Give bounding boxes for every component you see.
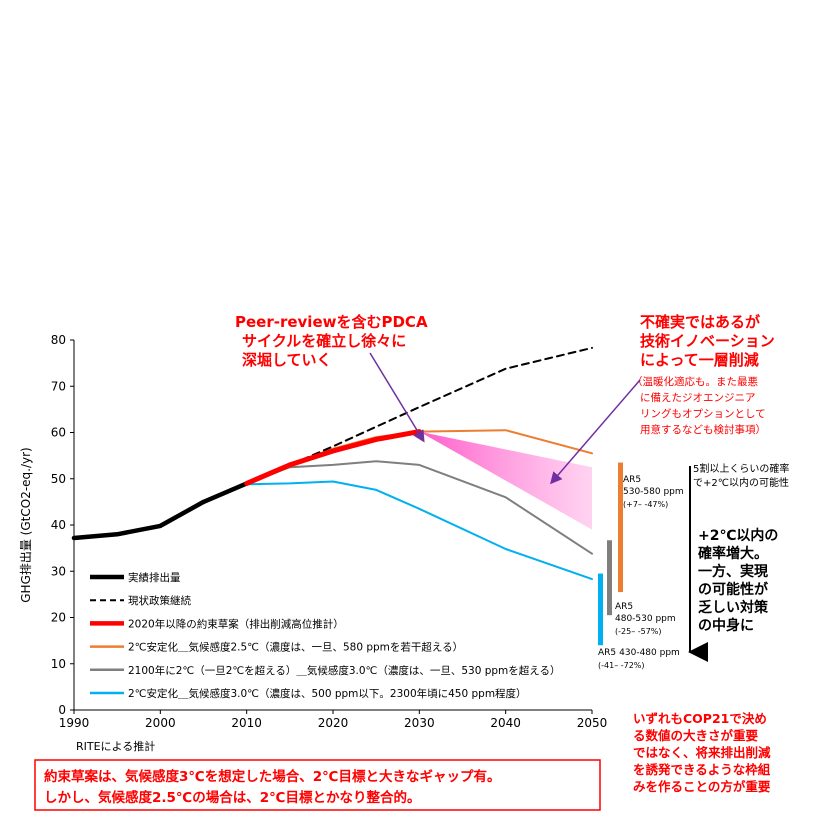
legend-label-0: 実績排出量	[128, 571, 181, 584]
x-tick-label: 2030	[404, 716, 435, 730]
cop21-line-1: いずれもCOP21で決め	[633, 711, 767, 726]
prob-increase-3: 一方、実現	[698, 563, 768, 580]
legend-label-3: 2℃安定化＿気候感度2.5℃（濃度は、一旦、580 ppmを若干超える）	[128, 641, 463, 654]
innovation-line-1: 不確実ではあるが	[640, 313, 761, 331]
ar5-pct: (-25– -57%)	[615, 627, 662, 636]
series-line-0	[71, 481, 249, 541]
innovation-line-3: によって一層削減	[640, 351, 759, 369]
y-tick-label: 10	[51, 657, 66, 671]
range-band-layer	[419, 431, 592, 530]
pdca-annotation: Peer-reviewを含むPDCA サイクルを確立し徐々に 深堀していく	[235, 313, 428, 443]
prob-increase-6: の中身に	[698, 617, 754, 634]
y-tick-label: 20	[51, 611, 66, 625]
innovation-arrow	[550, 379, 641, 485]
x-tick-label: 2040	[490, 716, 521, 730]
ar5-range: 530-580 ppm	[623, 487, 684, 497]
cop21-line-2: る数値の大きさが重要	[633, 728, 759, 743]
innovation-note-4: 用意するなども検討事項）	[640, 423, 766, 436]
cop21-line-4: を誘発できるような枠組	[633, 762, 771, 777]
source-label: RITEによる推計	[76, 739, 155, 753]
prob-note-1: 5割以上くらいの確率	[693, 462, 789, 475]
legend-label-5: 2℃安定化＿気候感度3.0℃（濃度は、500 ppm以下。2300年頃に450 …	[128, 687, 527, 700]
innovation-note-2: に備えたジオエンジニア	[640, 391, 756, 404]
y-tick-label: 80	[51, 333, 66, 347]
innovation-note-3: リングもオプションとして	[640, 407, 766, 420]
legend-label-1: 現状政策継続	[128, 594, 191, 607]
ar5-bar-0	[618, 462, 623, 593]
legend-label-4: 2100年に2℃（一旦2℃を超える）＿気候感度3.0℃（濃度は、一旦、530 p…	[128, 664, 560, 677]
cop21-line-5: みを作ることの方が重要	[633, 779, 771, 794]
y-tick-label: 40	[51, 518, 66, 532]
bottom-box-line-1: 約束草案は、気候感度3℃を想定した場合、2℃目標と大きなギャップ有。	[44, 768, 500, 785]
bottom-box-line-2: しかし、気候感度2.5℃の場合は、2℃目標とかなり整合的。	[44, 789, 421, 806]
ar5-name: AR5	[623, 475, 641, 485]
y-axis-label: GHG排出量 (GtCO2-eq./yr)	[19, 447, 33, 603]
x-tick-label: 2020	[318, 716, 349, 730]
ar5-bars-layer: AR5 530-580 ppm (+7– -47%) AR5 480-530 ppm (-…	[598, 462, 684, 670]
pdca-line-3: 深堀していく	[242, 351, 332, 369]
series-line-2	[244, 429, 422, 486]
y-tick-label: 60	[51, 426, 66, 440]
probability-note: 5割以上くらいの確率 で+2℃以内の可能性 +2℃以内の 確率増大。 一方、実現…	[688, 462, 789, 662]
y-tick-label: 0	[58, 703, 66, 717]
prob-increase-4: の可能性が	[698, 581, 769, 598]
uncertainty-band	[419, 431, 592, 530]
prob-note-2: で+2℃以内の可能性	[693, 476, 789, 489]
pdca-line-2: サイクルを確立し徐々に	[242, 332, 406, 350]
ar5-label: AR5 430-480 ppm	[598, 648, 680, 658]
y-tick-label: 30	[51, 564, 66, 578]
ar5-range: 430-480 ppm	[619, 648, 680, 658]
ar5-pct: (-41– -72%)	[598, 661, 645, 670]
innovation-annotation: 不確実ではあるが 技術イノベーション によって一層削減 （温暖化適応も。また最悪…	[550, 313, 775, 485]
cop21-line-3: ではなく、将来排出削減	[633, 745, 771, 760]
ar5-bar-1	[607, 540, 612, 616]
x-tick-label: 2010	[231, 716, 262, 730]
cop21-note: いずれもCOP21で決め る数値の大きさが重要 ではなく、将来排出削減 を誘発で…	[633, 711, 771, 794]
y-tick-label: 70	[51, 379, 66, 393]
y-tick-label: 50	[51, 472, 66, 486]
innovation-line-2: 技術イノベーション	[640, 332, 775, 350]
x-tick-label: 1990	[59, 716, 90, 730]
ar5-bar-2	[598, 573, 603, 646]
axes	[73, 340, 592, 711]
x-tick-label: 2000	[145, 716, 176, 730]
prob-increase-1: +2℃以内の	[698, 527, 778, 544]
bottom-summary-box: 約束草案は、気候感度3℃を想定した場合、2℃目標と大きなギャップ有。 しかし、気…	[34, 759, 601, 811]
bottom-box-frame	[34, 759, 601, 811]
ar5-name: AR5	[615, 602, 633, 612]
pdca-line-1: Peer-reviewを含むPDCA	[235, 313, 428, 331]
ar5-range: 480-530 ppm	[615, 614, 676, 624]
pdca-arrow	[369, 352, 425, 443]
ar5-pct: (+7– -47%)	[623, 500, 668, 509]
prob-increase-2: 確率増大。	[698, 545, 768, 562]
legend-label-2: 2020年以降の約束草案（排出削減高位推計）	[128, 617, 344, 630]
innovation-note-1: （温暖化適応も。また最悪	[632, 375, 758, 388]
prob-increase-5: 乏しい対策	[698, 599, 769, 616]
ar5-name: AR5	[598, 648, 616, 658]
series-line-5	[245, 480, 593, 581]
x-tick-label: 2050	[577, 716, 608, 730]
series-layer	[71, 346, 593, 581]
